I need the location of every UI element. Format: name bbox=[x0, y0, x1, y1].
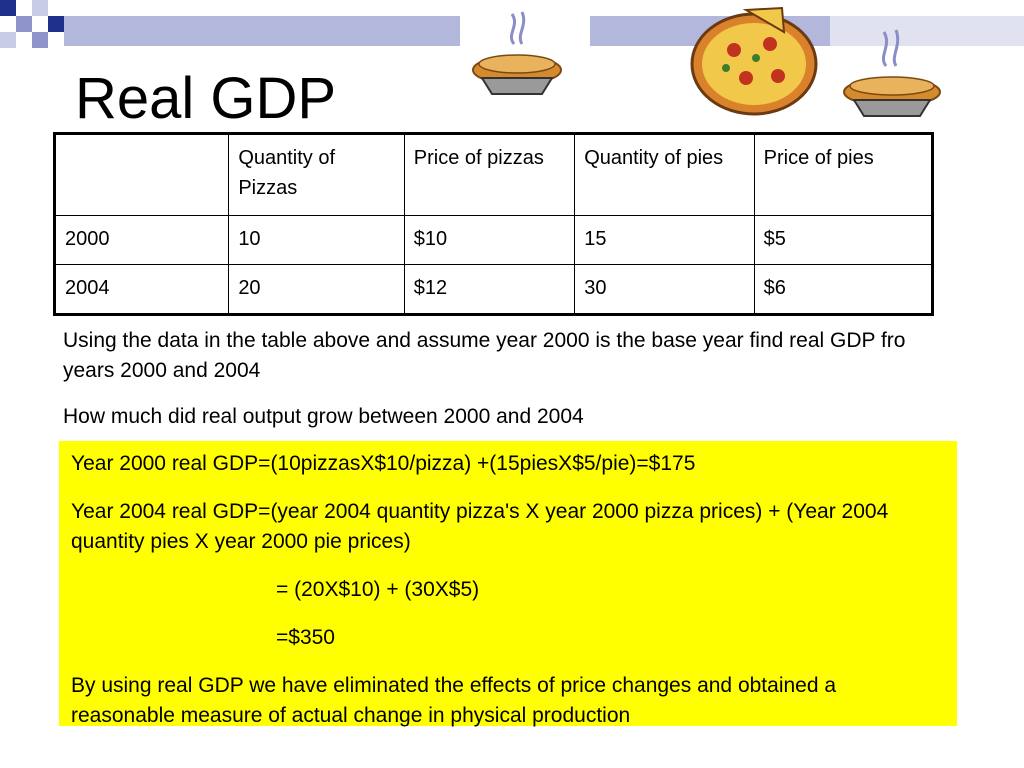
answer-line: Year 2004 real GDP=(year 2004 quantity p… bbox=[71, 500, 889, 553]
table-cell: 2000 bbox=[53, 215, 230, 265]
deco-band bbox=[830, 16, 1024, 46]
table-row: 2004 20 $12 30 $6 bbox=[53, 264, 934, 315]
deco-square bbox=[0, 0, 16, 16]
deco-square bbox=[32, 0, 48, 16]
pie-icon bbox=[843, 29, 941, 117]
deco-square bbox=[0, 32, 16, 48]
answer-line: By using real GDP we have eliminated the… bbox=[71, 674, 837, 727]
pie-icon bbox=[472, 11, 562, 95]
question-text: How much did real output grow between 20… bbox=[63, 405, 584, 428]
table-cell: 15 bbox=[574, 215, 755, 265]
table-header-cell bbox=[53, 133, 230, 216]
table-header-row: Quantity of Pizzas Price of pizzas Quant… bbox=[53, 133, 934, 216]
table-cell: 30 bbox=[574, 264, 755, 315]
deco-band bbox=[64, 16, 460, 46]
table-header-cell: Quantity of pies bbox=[574, 133, 755, 216]
table-row: 2000 10 $10 15 $5 bbox=[53, 215, 934, 265]
answer-line: =$350 bbox=[276, 626, 335, 649]
answer-box: Year 2000 real GDP=(10pizzasX$10/pizza) … bbox=[59, 441, 957, 727]
answer-line: = (20X$10) + (30X$5) bbox=[276, 578, 480, 601]
table-header-cell: Price of pies bbox=[753, 133, 934, 216]
table-cell: $12 bbox=[403, 264, 576, 315]
table-cell: 2004 bbox=[53, 264, 230, 315]
deco-square bbox=[32, 32, 48, 48]
answer-line: Year 2000 real GDP=(10pizzasX$10/pizza) … bbox=[71, 452, 696, 475]
deco-square bbox=[48, 16, 64, 32]
table-cell: $6 bbox=[753, 264, 934, 315]
table-cell: 20 bbox=[228, 264, 405, 315]
pizza-icon bbox=[690, 6, 818, 116]
table-cell: $5 bbox=[753, 215, 934, 265]
table-header-cell: Quantity of Pizzas bbox=[228, 133, 405, 216]
page-title: Real GDP bbox=[75, 66, 337, 131]
table-header-cell: Price of pizzas bbox=[403, 133, 576, 216]
gdp-data-table: Quantity of Pizzas Price of pizzas Quant… bbox=[53, 132, 934, 316]
deco-square bbox=[16, 16, 32, 32]
question-text: Using the data in the table above and as… bbox=[63, 329, 906, 382]
table-cell: 10 bbox=[228, 215, 405, 265]
table-cell: $10 bbox=[403, 215, 576, 265]
